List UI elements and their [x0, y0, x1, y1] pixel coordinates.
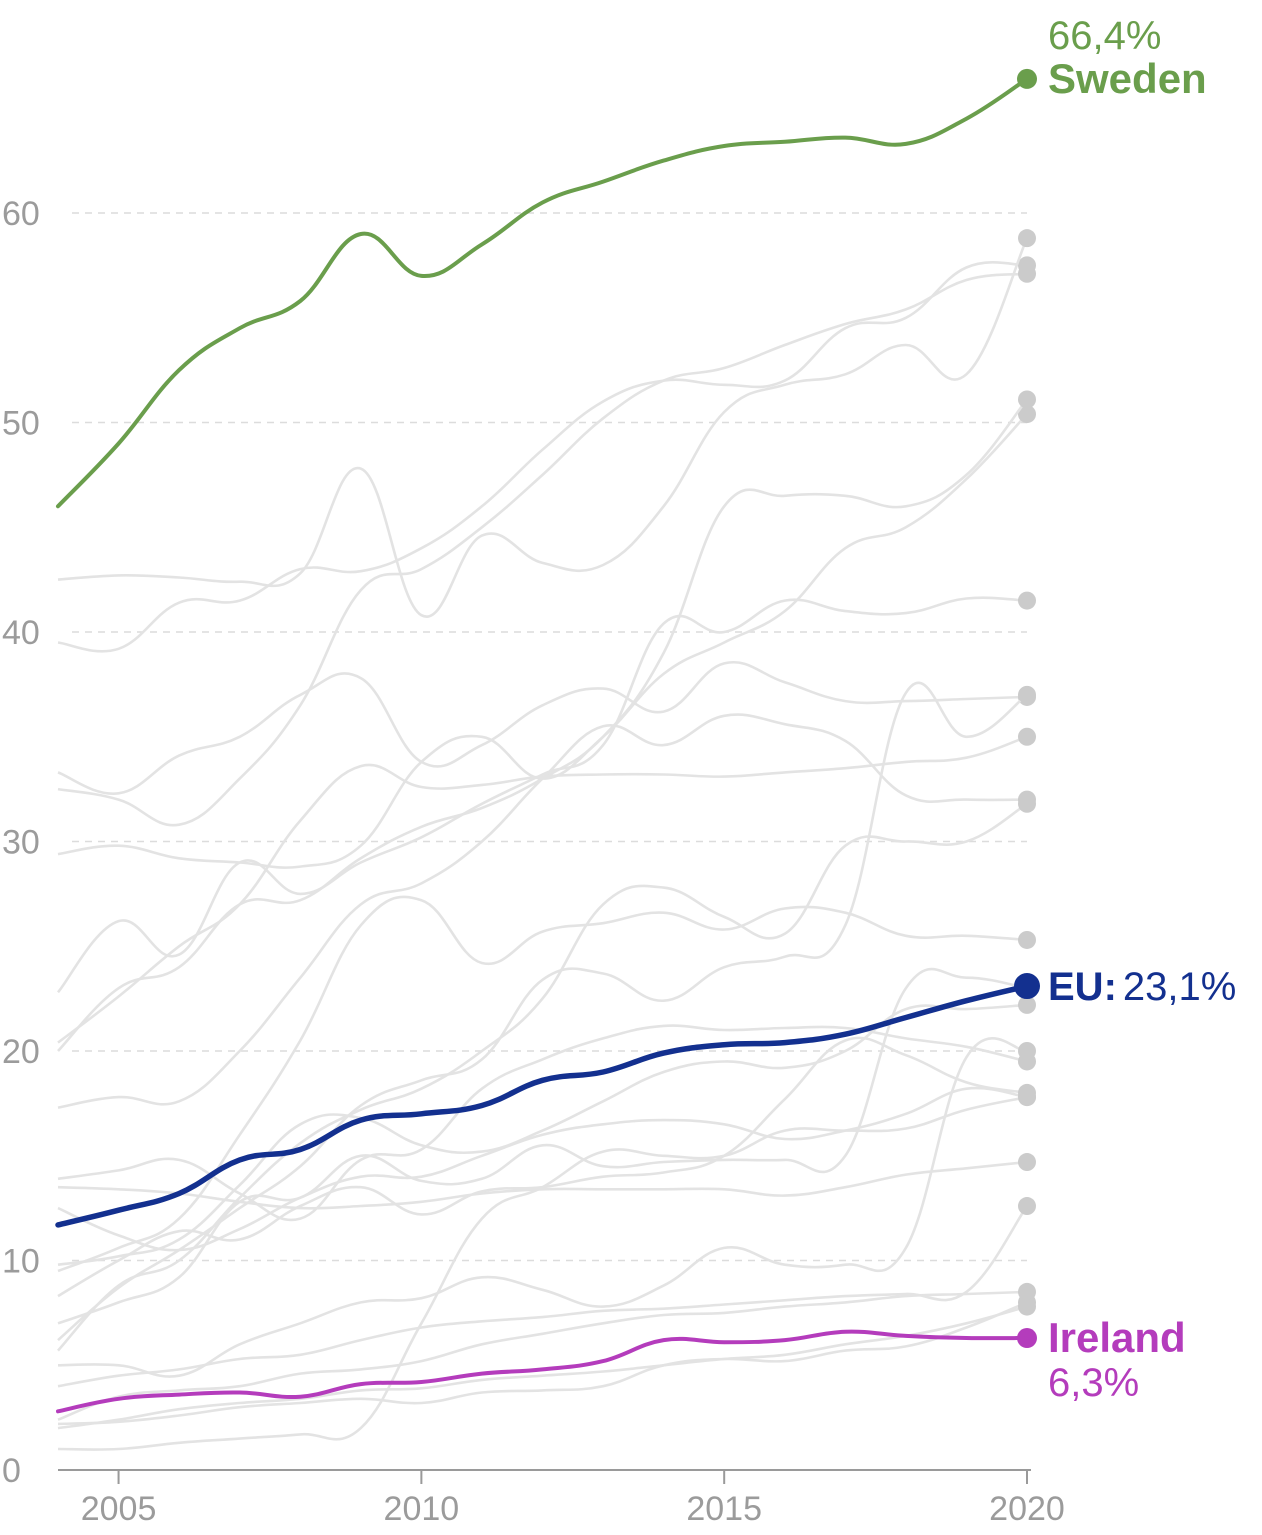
background-series [57, 229, 1036, 1451]
x-tick-label-2010: 2010 [384, 1490, 460, 1528]
background-series-line-22 [57, 1290, 1028, 1421]
background-series-line-23 [57, 1205, 1029, 1388]
y-tick-label-30: 30 [2, 824, 40, 862]
eu-name-label: EU: [1048, 965, 1117, 1009]
x-tick-label-2005: 2005 [81, 1490, 157, 1528]
background-series-endpoint-21 [1018, 1088, 1036, 1107]
ireland-endpoint-dot [1017, 1328, 1037, 1349]
y-tick-label-20: 20 [2, 1033, 40, 1071]
background-series-line-2 [57, 261, 1028, 653]
background-series-endpoint-24 [1018, 1297, 1036, 1316]
background-series-endpoint-8 [1018, 727, 1036, 746]
y-tick-label-0: 0 [2, 1452, 21, 1490]
background-series-endpoint-19 [1018, 1042, 1036, 1060]
background-series-line-21 [57, 1095, 1028, 1451]
background-series-line-19 [57, 1037, 1028, 1378]
x-tick-label-2015: 2015 [686, 1490, 762, 1528]
background-series-line-16 [57, 967, 1028, 1325]
ireland-series-line [56, 1329, 1029, 1414]
sweden-series-line [56, 76, 1029, 509]
background-series-line-6 [57, 660, 1028, 795]
background-series-endpoint-3 [1018, 229, 1036, 248]
background-series-line-14 [57, 1003, 1028, 1266]
background-series-line-1 [57, 596, 1028, 994]
background-series-line-4 [57, 272, 1028, 827]
background-series-line-18 [57, 1160, 1028, 1210]
eu-series-line [55, 983, 1030, 1228]
background-series-endpoint-7 [1018, 390, 1036, 409]
background-series-line-7 [57, 398, 1029, 1052]
ireland-name-label: Ireland [1048, 1314, 1186, 1361]
x-tick-label-2020: 2020 [989, 1490, 1065, 1528]
background-series-line-8 [57, 735, 1028, 1044]
y-tick-label-60: 60 [2, 195, 40, 233]
axes: 2005 2010 2015 2020 [58, 1469, 1065, 1528]
background-series-line-11 [57, 1024, 1028, 1222]
y-tick-label-50: 50 [2, 405, 40, 443]
background-series-endpoint-5 [1018, 405, 1036, 424]
background-series-line-12 [57, 802, 1028, 1352]
highlight-series [55, 68, 1040, 1414]
gridlines: 0 10 20 30 40 50 60 [2, 195, 1027, 1490]
background-series-endpoint-4 [1018, 264, 1036, 283]
eu-label: EU: 23,1% [1048, 965, 1236, 1009]
background-series-line-20 [57, 1301, 1028, 1426]
background-series-endpoint-18 [1018, 1153, 1036, 1172]
ireland-value-label: 6,3% [1048, 1361, 1139, 1405]
sweden-endpoint-dot [1017, 68, 1037, 89]
eu-value-label: 23,1% [1123, 965, 1236, 1009]
background-series-line-17 [57, 1036, 1028, 1298]
eu-endpoint-dot [1014, 973, 1040, 1000]
background-series-endpoint-9 [1018, 930, 1036, 949]
background-series-line-9 [57, 895, 1028, 1273]
background-series-endpoint-23 [1018, 1197, 1036, 1216]
background-series-line-13 [57, 681, 1028, 1342]
sweden-name-label: Sweden [1048, 55, 1207, 102]
background-series-line-3 [57, 237, 1029, 618]
background-series-endpoint-13 [1018, 685, 1036, 704]
y-tick-label-40: 40 [2, 614, 40, 652]
sweden-value-label: 66,4% [1048, 14, 1161, 58]
background-series-line-5 [57, 413, 1028, 869]
background-series-line-24 [57, 1305, 1028, 1430]
background-series-endpoint-1 [1018, 591, 1036, 610]
background-series-line-10 [57, 713, 1028, 1109]
background-series-endpoint-12 [1018, 794, 1036, 813]
background-series-endpoint-22 [1018, 1282, 1036, 1301]
background-series-endpoint-14 [1018, 995, 1036, 1014]
y-tick-label-10: 10 [2, 1243, 40, 1281]
